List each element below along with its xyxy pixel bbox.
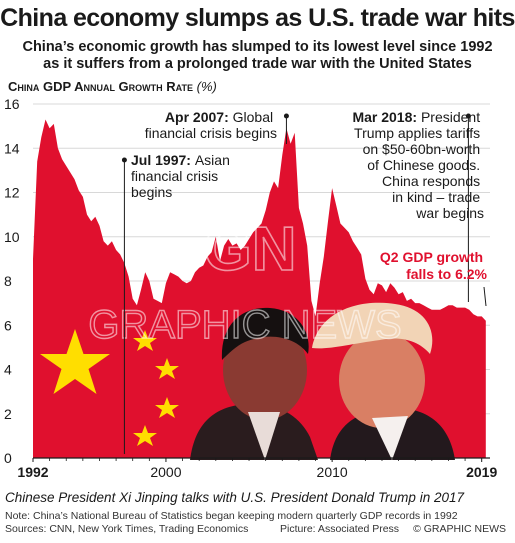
picture-credit: Picture: Associated Press xyxy=(280,523,400,535)
standfirst-line-2: as it suffers from a prolonged trade war… xyxy=(43,56,472,72)
note: Note: China’s National Bureau of Statist… xyxy=(5,510,458,522)
chart-title: China GDP Annual Growth Rate (%) xyxy=(8,79,217,94)
y-tick-label: 10 xyxy=(4,229,20,245)
gdp-callout: Q2 GDP growth falls to 6.2% xyxy=(380,249,488,282)
standfirst-line-1: China’s economic growth has slumped to i… xyxy=(22,39,493,55)
standfirst: China’s economic growth has slumped to i… xyxy=(10,39,505,73)
y-tick-label: 14 xyxy=(4,140,20,156)
y-tick-label: 4 xyxy=(4,362,12,378)
donald-trump-photo xyxy=(312,302,455,460)
small-star-4 xyxy=(133,425,157,446)
chart-title-text: China GDP Annual Growth Rate xyxy=(8,79,193,94)
annotation-text-mar2018: Mar 2018: President Trump applies tariff… xyxy=(352,109,484,221)
small-star-2 xyxy=(155,358,179,379)
x-tick-label: 2019 xyxy=(466,464,497,480)
small-star-1 xyxy=(133,330,157,351)
annotation-text-jul1997: Jul 1997: Asian financial crisis begins xyxy=(131,152,234,200)
axes: 0 2 4 6 8 10 12 14 16 1992 2000 2010 2019 xyxy=(4,96,497,480)
y-tick-label: 8 xyxy=(4,273,12,289)
xi-hair xyxy=(221,307,309,360)
xi-shirt xyxy=(248,412,280,460)
annotation-text-apr2007: Apr 2007: Global financial crisis begins xyxy=(145,109,277,141)
gdp-growth-chart: GN GRAPHIC NEWS 0 2 4 6 8 10 12 14 16 1992 2000 201… xyxy=(4,96,497,480)
flag-stars xyxy=(40,329,179,446)
xi-jinping-photo xyxy=(190,307,318,460)
watermark-text: GRAPHIC NEWS xyxy=(88,303,401,347)
y-tick-label: 2 xyxy=(4,406,12,422)
annotation-dot-apr2007 xyxy=(283,113,289,119)
annotation-mar2018: Mar 2018: President Trump applies tariff… xyxy=(352,109,484,302)
copyright: © GRAPHIC NEWS xyxy=(413,523,506,535)
trump-collar xyxy=(372,416,408,460)
sources: Sources: CNN, New York Times, Trading Ec… xyxy=(5,523,249,535)
trump-face xyxy=(339,332,425,428)
annotation-apr2007: Apr 2007: Global financial crisis begins xyxy=(145,109,289,144)
callout-pointer xyxy=(483,286,487,307)
sources-line: Sources: CNN, New York Times, Trading Ec… xyxy=(5,523,510,535)
watermark-logo: GN xyxy=(204,215,297,284)
x-tick-label: 1992 xyxy=(17,464,48,480)
x-tick-label: 2000 xyxy=(150,464,181,480)
watermark: GN GRAPHIC NEWS xyxy=(88,214,403,348)
xi-face xyxy=(223,320,307,420)
x-tick-label: 2010 xyxy=(317,464,348,480)
xi-suit xyxy=(190,403,318,460)
y-tick-label: 12 xyxy=(4,185,20,201)
large-star xyxy=(40,329,110,394)
photo-caption: Chinese President Xi Jinping talks with … xyxy=(5,490,464,505)
headline: China economy slumps as U.S. trade war h… xyxy=(0,4,515,32)
annotation-dot-mar2018 xyxy=(465,113,471,119)
annotation-jul1997: Jul 1997: Asian financial crisis begins xyxy=(121,152,234,454)
y-tick-label: 0 xyxy=(4,450,12,466)
annotation-dot-jul1997 xyxy=(121,157,127,163)
trump-hair xyxy=(312,302,433,354)
y-tick-label: 16 xyxy=(4,96,20,112)
small-star-3 xyxy=(155,397,179,418)
chart-title-unit: (%) xyxy=(196,79,217,94)
y-tick-label: 6 xyxy=(4,317,12,333)
